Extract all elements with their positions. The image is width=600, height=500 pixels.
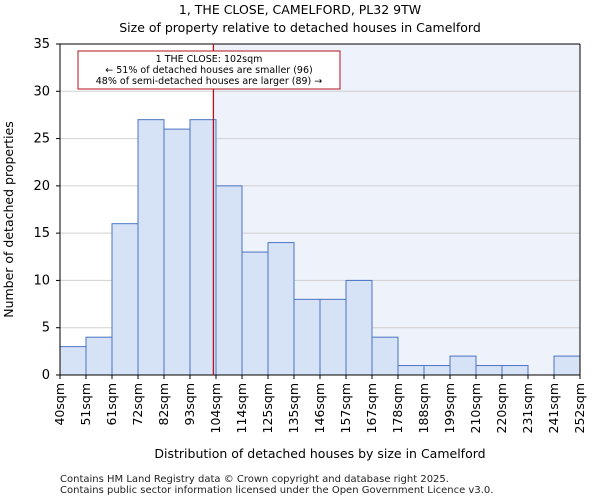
x-tick-label: 125sqm [260,383,275,433]
annotation-line1: 1 THE CLOSE: 102sqm [156,54,263,65]
bar [137,119,165,376]
x-tick-label: 51sqm [78,383,93,426]
x-tick-label: 210sqm [468,383,483,433]
x-axis-title: Distribution of detached houses by size … [154,446,485,461]
bar [189,119,217,376]
bar [163,128,191,376]
x-tick-label: 135sqm [286,383,301,433]
x-tick-label: 114sqm [234,383,249,433]
bar [111,223,139,376]
bar [397,365,425,376]
x-tick-label: 241sqm [546,383,561,433]
bar [371,336,399,376]
x-tick-label: 252sqm [572,383,587,433]
chart-title-line2: Size of property relative to detached ho… [119,20,481,35]
x-tick-label: 231sqm [520,383,535,433]
y-tick-label: 5 [42,321,50,336]
x-tick-label: 146sqm [312,383,327,433]
x-tick-label: 93sqm [182,383,197,426]
bar [241,251,269,376]
bar [85,336,113,376]
y-tick-label: 35 [33,37,50,52]
bar [553,355,581,376]
annotation-line2: ← 51% of detached houses are smaller (96… [105,65,312,76]
x-tick-label: 199sqm [442,383,457,433]
chart-title-line1: 1, THE CLOSE, CAMELFORD, PL32 9TW [178,2,422,17]
bar [423,365,451,376]
bar [59,346,87,376]
bar [501,365,529,376]
bar [475,365,503,376]
x-tick-label: 188sqm [416,383,431,433]
bar [215,185,243,376]
annotation-line3: 48% of semi-detached houses are larger (… [96,76,323,87]
x-tick-label: 82sqm [156,383,171,426]
y-tick-label: 25 [33,132,50,147]
bar [293,298,321,376]
bar [319,298,347,376]
footer-copyright: Contains HM Land Registry data © Crown c… [60,474,449,485]
x-tick-label: 61sqm [104,383,119,426]
x-tick-label: 72sqm [130,383,145,426]
x-tick-label: 178sqm [390,383,405,433]
y-tick-label: 0 [42,368,50,383]
footer-licence: Contains public sector information licen… [60,485,494,496]
x-tick-label: 104sqm [208,383,223,433]
bar [345,279,373,376]
y-tick-label: 15 [33,226,50,241]
x-tick-label: 40sqm [52,383,67,426]
y-tick-label: 30 [33,84,50,99]
bar [449,355,477,376]
x-tick-label: 220sqm [494,383,509,433]
bar [267,242,295,376]
y-tick-label: 10 [33,273,50,288]
annotation-box [77,50,341,90]
y-axis-title: Number of detached properties [1,121,16,318]
x-tick-label: 157sqm [338,383,353,433]
y-tick-label: 20 [33,179,50,194]
x-tick-label: 167sqm [364,383,379,433]
